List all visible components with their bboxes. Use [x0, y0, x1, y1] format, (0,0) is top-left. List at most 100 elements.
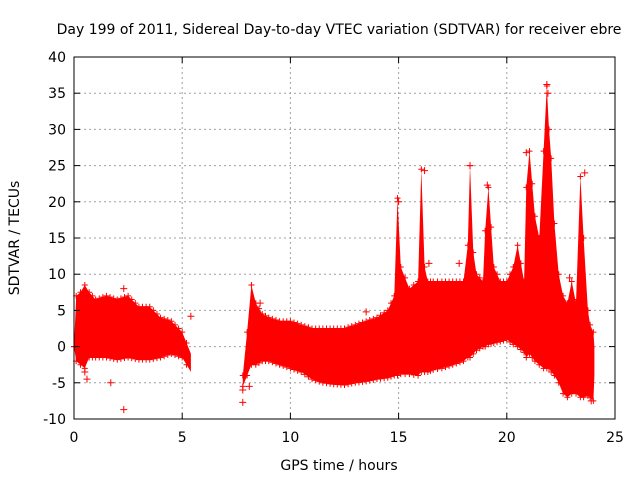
data-point: [500, 337, 507, 344]
data-point: [81, 368, 89, 376]
data-point: [531, 358, 538, 365]
data-point: [153, 355, 160, 362]
data-point: [529, 354, 536, 361]
data-point: [470, 249, 477, 256]
data-point: [536, 235, 543, 241]
data-point: [128, 355, 135, 362]
data-point: [456, 359, 463, 366]
data-point: [262, 312, 269, 319]
data-point: [128, 296, 135, 303]
data-point: [272, 360, 279, 367]
data-point: [464, 242, 471, 249]
data-point: [434, 366, 441, 373]
data-point: [103, 354, 110, 361]
data-point: [476, 274, 483, 281]
data-point: [294, 367, 301, 374]
data-point: [280, 362, 287, 369]
data-point: [103, 292, 110, 299]
data-point: [483, 181, 491, 189]
data-point: [395, 198, 403, 206]
data-point: [531, 213, 538, 220]
data-point: [179, 329, 186, 336]
data-point: [83, 375, 91, 383]
data-point: [548, 155, 555, 162]
data-point: [551, 220, 558, 227]
data-point: [580, 394, 587, 401]
y-tick-label: -10: [43, 412, 66, 428]
data-point: [309, 376, 316, 383]
data-point: [510, 341, 517, 348]
data-point: [473, 347, 480, 354]
data-point: [157, 314, 164, 321]
data-point: [245, 382, 253, 390]
data-point: [388, 373, 395, 380]
data-point: [488, 340, 495, 347]
data-point: [239, 386, 247, 394]
data-point: [117, 355, 124, 362]
data-point: [366, 377, 373, 384]
data-point: [545, 365, 552, 372]
chart-title: Day 199 of 2011, Sidereal Day-to-day VTE…: [57, 22, 622, 38]
data-point: [81, 282, 88, 289]
data-point: [269, 359, 276, 366]
data-point: [560, 390, 567, 397]
data-point: [421, 167, 429, 175]
data-point: [574, 296, 582, 304]
data-point: [171, 321, 178, 328]
data-point: [564, 300, 571, 307]
data-point: [363, 318, 370, 325]
data-point: [352, 321, 359, 328]
x-tick-label: 10: [281, 430, 299, 446]
data-point: [256, 305, 263, 312]
data-point: [187, 312, 195, 320]
y-tick-label: 0: [57, 340, 66, 356]
data-point: [587, 321, 594, 328]
data-point: [517, 346, 524, 353]
data-point: [388, 300, 395, 307]
data-point: [560, 292, 567, 299]
data-point: [427, 367, 434, 374]
data-point: [272, 317, 279, 324]
data-point: [555, 379, 562, 386]
data-point: [312, 377, 319, 384]
data-point: [410, 282, 417, 289]
data-point: [394, 195, 401, 202]
data-point: [348, 380, 355, 387]
data-point: [449, 361, 456, 368]
data-point: [503, 278, 510, 285]
data-point: [341, 325, 348, 332]
data-point: [305, 324, 312, 331]
data-point: [406, 285, 413, 292]
data-point: [544, 89, 552, 97]
data-point: [265, 358, 272, 365]
data-point: [121, 294, 128, 301]
y-tick-label: 40: [48, 50, 66, 66]
data-point: [470, 350, 477, 357]
data-point: [415, 372, 422, 379]
data-point: [430, 366, 437, 373]
data-point: [555, 271, 562, 278]
data-point: [265, 314, 272, 321]
data-point: [291, 319, 298, 326]
data-point: [114, 296, 121, 303]
data-point: [590, 329, 597, 336]
data-point: [114, 356, 121, 363]
data-point: [168, 350, 175, 357]
data-point: [183, 339, 190, 346]
data-point: [244, 372, 251, 379]
data-point: [510, 263, 517, 270]
data-point: [494, 339, 501, 346]
data-point: [287, 365, 294, 372]
data-point: [466, 162, 474, 170]
data-point: [121, 355, 128, 362]
data-point: [301, 323, 308, 330]
data-point: [581, 169, 589, 177]
data-point: [529, 180, 536, 187]
data-point: [526, 148, 533, 155]
y-tick-label: 30: [48, 122, 66, 138]
data-point: [164, 317, 171, 324]
data-point: [584, 307, 591, 314]
data-point: [117, 295, 124, 302]
y-axis-label: SDTVAR / TECUs: [7, 181, 23, 296]
data-point: [438, 365, 445, 372]
